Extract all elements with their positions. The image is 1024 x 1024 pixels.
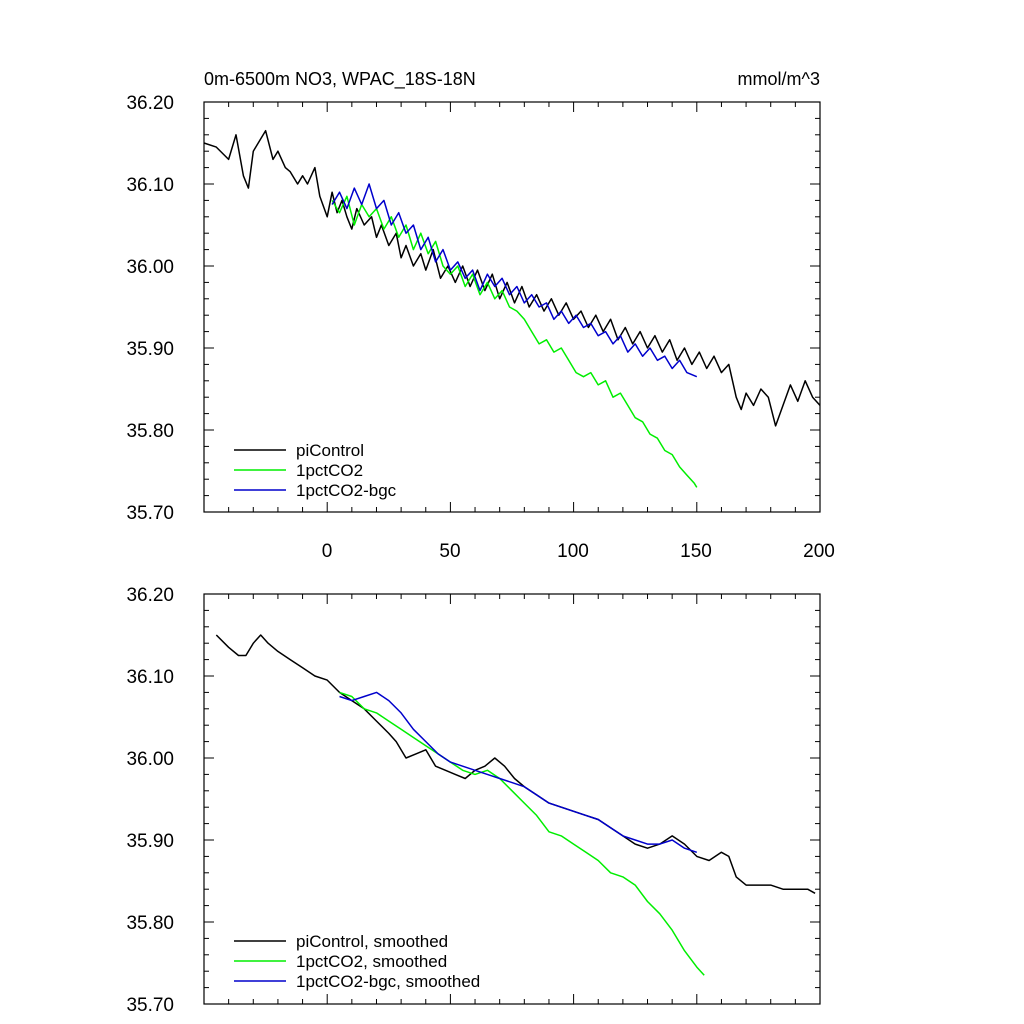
bottom-plot-frame <box>203 593 821 1005</box>
bottom-y-tick-label-36.20: 36.20 <box>126 585 174 606</box>
top-series-line-1pctco2-bgc <box>331 183 698 378</box>
bottom-series-line-picontrol-smoothed <box>215 634 816 894</box>
top-y-tick-label-36.00: 36.00 <box>126 257 174 278</box>
top-x-tick-label-100: 100 <box>557 541 589 562</box>
top-series-group <box>203 129 821 488</box>
top-x-tick-label-200: 200 <box>803 541 835 562</box>
bottom-y-tick-label-36.10: 36.10 <box>126 667 174 688</box>
bottom-y-tick-label-35.90: 35.90 <box>126 831 174 852</box>
top-series-line-picontrol <box>203 129 821 427</box>
top-ticks <box>203 101 821 513</box>
top-chart-units: mmol/m^3 <box>738 69 820 89</box>
bottom-y-tick-label-35.80: 35.80 <box>126 913 174 934</box>
bottom-panel: 36.20 36.10 36.00 35.90 35.80 35.70 piCo… <box>126 585 821 1016</box>
top-legend-label-picontrol: piControl <box>296 441 364 460</box>
top-y-tick-labels: 36.20 36.10 36.00 35.90 35.80 35.70 <box>126 93 174 524</box>
top-x-tick-label-50: 50 <box>439 541 460 562</box>
top-x-tick-label-150: 150 <box>680 541 712 562</box>
bottom-ticks <box>203 593 821 1005</box>
top-panel: 0m-6500m NO3, WPAC_18S-18N mmol/m^3 36.2… <box>126 69 834 562</box>
top-legend-label-1pctco2: 1pctCO2 <box>296 461 363 480</box>
bottom-y-tick-label-36.00: 36.00 <box>126 749 174 770</box>
top-chart-title: 0m-6500m NO3, WPAC_18S-18N <box>204 69 476 90</box>
top-y-tick-label-35.80: 35.80 <box>126 421 174 442</box>
bottom-y-tick-label-35.70: 35.70 <box>126 995 174 1016</box>
bottom-legend-label-1pctco2-bgc-smoothed: 1pctCO2-bgc, smoothed <box>296 972 480 991</box>
top-legend-label-1pctco2-bgc: 1pctCO2-bgc <box>296 481 397 500</box>
top-legend: piControl 1pctCO2 1pctCO2-bgc <box>234 441 397 500</box>
top-x-tick-label-0: 0 <box>322 541 333 562</box>
top-plot-frame <box>203 101 821 513</box>
top-y-tick-label-35.90: 35.90 <box>126 339 174 360</box>
bottom-series-line-1pctco2-bgc-smoothed <box>339 691 698 854</box>
top-y-tick-label-35.70: 35.70 <box>126 503 174 524</box>
top-y-tick-label-36.10: 36.10 <box>126 175 174 196</box>
bottom-legend: piControl, smoothed 1pctCO2, smoothed 1p… <box>234 932 480 991</box>
top-y-tick-label-36.20: 36.20 <box>126 93 174 114</box>
bottom-legend-label-1pctco2-smoothed: 1pctCO2, smoothed <box>296 952 447 971</box>
bottom-series-line-1pctco2-smoothed <box>339 691 705 976</box>
top-series-line-1pctco2 <box>331 195 698 488</box>
top-x-tick-labels: 0 50 100 150 200 <box>322 541 835 562</box>
bottom-y-tick-labels: 36.20 36.10 36.00 35.90 35.80 35.70 <box>126 585 174 1016</box>
bottom-legend-label-picontrol-smoothed: piControl, smoothed <box>296 932 448 951</box>
bottom-series-group <box>215 634 816 976</box>
